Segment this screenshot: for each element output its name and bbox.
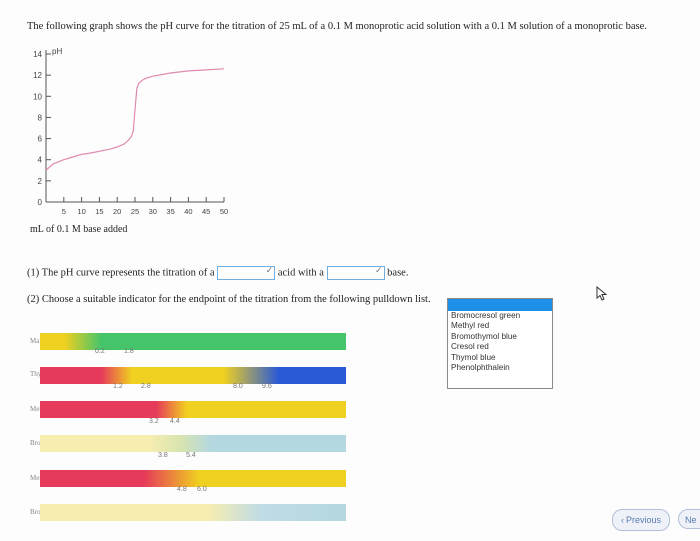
base-strength-dropdown[interactable]: ✓ — [326, 266, 385, 280]
x-tick-label: 50 — [220, 207, 228, 216]
chevron-left-icon: ‹ — [620, 515, 624, 525]
range-tick: 4.4 — [170, 418, 180, 425]
range-tick: 1.8 — [124, 348, 134, 355]
x-axis-label: mL of 0.1 M base added — [30, 224, 128, 235]
question-part-1: (1) The pH curve represents the titratio… — [27, 266, 408, 280]
range-tick: 9.6 — [262, 383, 272, 390]
x-tick-label: 20 — [113, 207, 121, 216]
y-tick-label: 10 — [33, 92, 42, 101]
indicator-bar-bromothymol-blue — [40, 504, 346, 521]
indicator-option[interactable]: Bromothymol blue — [451, 331, 517, 341]
y-tick-label: 0 — [38, 198, 43, 207]
acid-strength-dropdown[interactable]: ✓ — [217, 266, 276, 280]
range-tick: 0.2 — [95, 348, 105, 355]
range-tick: 3.2 — [149, 418, 159, 425]
indicator-option[interactable]: Methyl red — [451, 321, 490, 331]
range-tick: 2.8 — [141, 383, 151, 390]
x-tick-label: 40 — [184, 207, 192, 216]
part1-suffix: base. — [387, 267, 409, 279]
indicator-option[interactable]: Phenolphthalein — [451, 363, 510, 373]
indicator-bar-methyl-orange — [40, 401, 346, 418]
indicator-option[interactable]: Cresol red — [451, 342, 489, 352]
range-tick: 6.0 — [197, 486, 207, 493]
part1-middle: acid with a — [277, 267, 324, 279]
x-tick-label: 35 — [166, 207, 174, 216]
y-tick-label: 4 — [38, 156, 43, 165]
range-tick: 8.0 — [233, 383, 243, 390]
mouse-cursor-icon — [596, 286, 608, 301]
previous-button-label: Previous — [625, 515, 661, 525]
x-tick-label: 10 — [77, 207, 85, 216]
next-button[interactable]: Ne — [678, 509, 700, 529]
indicator-bar-bromocresol-green — [40, 435, 346, 452]
x-tick-label: 45 — [202, 207, 210, 216]
question-part-2: (2) Choose a suitable indicator for the … — [27, 294, 431, 305]
range-tick: 3.8 — [158, 452, 168, 459]
titration-curve — [45, 68, 225, 171]
range-tick: 1.2 — [113, 383, 123, 390]
x-tick-label: 5 — [62, 207, 66, 216]
y-axis-label: pH — [52, 47, 62, 56]
indicator-option[interactable]: Thymol blue — [451, 352, 496, 362]
x-tick-label: 30 — [149, 207, 157, 216]
x-tick-label: 15 — [95, 207, 103, 216]
dropdown-arrow-icon: ✓ — [265, 266, 274, 276]
y-tick-label: 8 — [38, 113, 43, 122]
y-tick-label: 14 — [33, 50, 42, 59]
y-tick-label: 2 — [38, 177, 43, 186]
indicator-bar-thymol-blue — [40, 367, 346, 384]
indicator-select-header[interactable] — [448, 299, 552, 311]
range-tick: 4.8 — [177, 486, 187, 493]
indicator-bar-malachite-green — [40, 333, 346, 350]
question-text: The following graph shows the pH curve f… — [27, 21, 647, 32]
previous-button[interactable]: ‹ Previous — [612, 509, 670, 531]
indicator-select-list[interactable]: Bromocresol green Methyl red Bromothymol… — [447, 298, 553, 389]
indicator-bar-methyl-red — [40, 470, 346, 487]
range-tick: 5.4 — [186, 452, 196, 459]
dropdown-arrow-icon: ✓ — [374, 266, 383, 276]
y-tick-label: 6 — [38, 135, 43, 144]
y-tick-label: 12 — [33, 71, 42, 80]
x-tick-label: 25 — [131, 207, 139, 216]
indicator-option[interactable]: Bromocresol green — [451, 311, 521, 320]
part1-prefix: (1) The pH curve represents the titratio… — [27, 267, 215, 279]
